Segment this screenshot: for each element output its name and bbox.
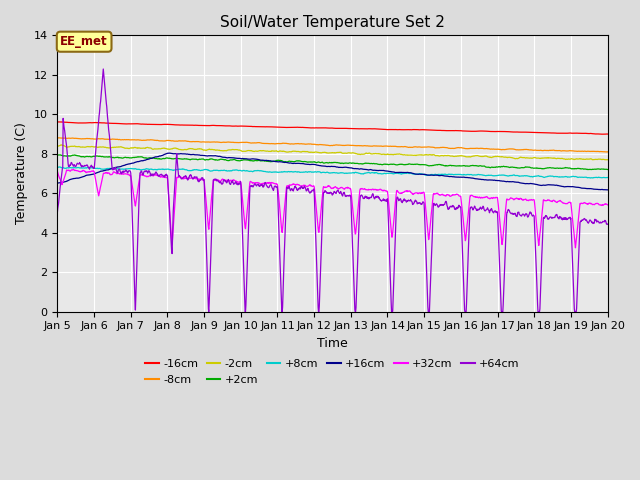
- +16cm: [539, 182, 547, 188]
- -2cm: [176, 147, 184, 153]
- +32cm: [176, 174, 184, 180]
- -16cm: [539, 130, 547, 135]
- +16cm: [166, 150, 173, 156]
- -16cm: [238, 123, 246, 129]
- +16cm: [603, 187, 611, 193]
- +2cm: [238, 157, 246, 163]
- +2cm: [55, 152, 63, 158]
- +64cm: [490, 208, 498, 214]
- +2cm: [176, 156, 184, 162]
- +64cm: [419, 200, 426, 205]
- Line: +16cm: +16cm: [58, 153, 607, 190]
- -8cm: [604, 149, 611, 155]
- +16cm: [419, 171, 426, 177]
- -2cm: [604, 157, 611, 163]
- +16cm: [176, 151, 184, 156]
- +8cm: [419, 171, 426, 177]
- +32cm: [419, 191, 426, 196]
- -16cm: [163, 121, 171, 127]
- Y-axis label: Temperature (C): Temperature (C): [15, 122, 28, 225]
- -16cm: [419, 127, 426, 132]
- X-axis label: Time: Time: [317, 337, 348, 350]
- +32cm: [70, 167, 77, 172]
- -8cm: [54, 135, 61, 141]
- -8cm: [163, 138, 171, 144]
- +8cm: [490, 173, 498, 179]
- +64cm: [54, 209, 61, 215]
- -8cm: [176, 138, 184, 144]
- +8cm: [586, 175, 594, 181]
- +2cm: [54, 152, 61, 158]
- Title: Soil/Water Temperature Set 2: Soil/Water Temperature Set 2: [220, 15, 445, 30]
- +16cm: [604, 187, 611, 193]
- -2cm: [54, 143, 61, 149]
- +32cm: [539, 205, 547, 211]
- +8cm: [176, 167, 184, 172]
- Legend: -16cm, -8cm, -2cm, +2cm, +8cm, +16cm, +32cm, +64cm: -16cm, -8cm, -2cm, +2cm, +8cm, +16cm, +3…: [141, 355, 524, 389]
- +32cm: [604, 202, 611, 208]
- +64cm: [99, 66, 107, 72]
- -2cm: [238, 148, 246, 154]
- +8cm: [539, 174, 547, 180]
- Line: -16cm: -16cm: [58, 122, 607, 134]
- Line: +8cm: +8cm: [58, 167, 607, 178]
- -8cm: [55, 135, 63, 141]
- +2cm: [419, 162, 426, 168]
- Line: +32cm: +32cm: [58, 169, 607, 248]
- +8cm: [604, 175, 611, 180]
- -16cm: [54, 119, 62, 125]
- +32cm: [54, 168, 61, 174]
- -8cm: [490, 146, 498, 152]
- +32cm: [238, 188, 246, 194]
- +2cm: [539, 166, 547, 172]
- Text: EE_met: EE_met: [60, 35, 108, 48]
- -16cm: [490, 129, 498, 134]
- +16cm: [238, 156, 246, 161]
- +2cm: [163, 155, 171, 161]
- -16cm: [54, 119, 61, 125]
- +32cm: [572, 245, 579, 251]
- +16cm: [54, 180, 61, 186]
- +64cm: [163, 172, 171, 178]
- Line: +64cm: +64cm: [58, 69, 607, 312]
- +32cm: [163, 175, 171, 180]
- +2cm: [490, 164, 498, 170]
- +32cm: [490, 195, 498, 201]
- +64cm: [604, 221, 611, 227]
- -16cm: [604, 131, 611, 137]
- -8cm: [539, 148, 547, 154]
- +16cm: [490, 177, 498, 183]
- +64cm: [205, 309, 212, 314]
- +64cm: [176, 174, 184, 180]
- +8cm: [55, 164, 63, 170]
- -2cm: [603, 157, 611, 163]
- +64cm: [238, 217, 246, 223]
- +2cm: [604, 167, 611, 172]
- Line: +2cm: +2cm: [58, 155, 607, 169]
- Line: -8cm: -8cm: [58, 138, 607, 152]
- -8cm: [419, 144, 426, 150]
- +8cm: [54, 165, 61, 170]
- +2cm: [584, 167, 591, 172]
- -8cm: [603, 149, 611, 155]
- -16cm: [598, 132, 605, 137]
- +16cm: [163, 151, 170, 156]
- -2cm: [163, 146, 171, 152]
- +8cm: [238, 168, 246, 174]
- +64cm: [539, 226, 547, 231]
- -2cm: [419, 152, 426, 158]
- -8cm: [238, 139, 246, 145]
- -2cm: [539, 155, 547, 161]
- -2cm: [57, 142, 65, 148]
- +8cm: [163, 167, 171, 172]
- Line: -2cm: -2cm: [58, 145, 607, 160]
- -2cm: [490, 154, 498, 159]
- -16cm: [176, 122, 184, 128]
